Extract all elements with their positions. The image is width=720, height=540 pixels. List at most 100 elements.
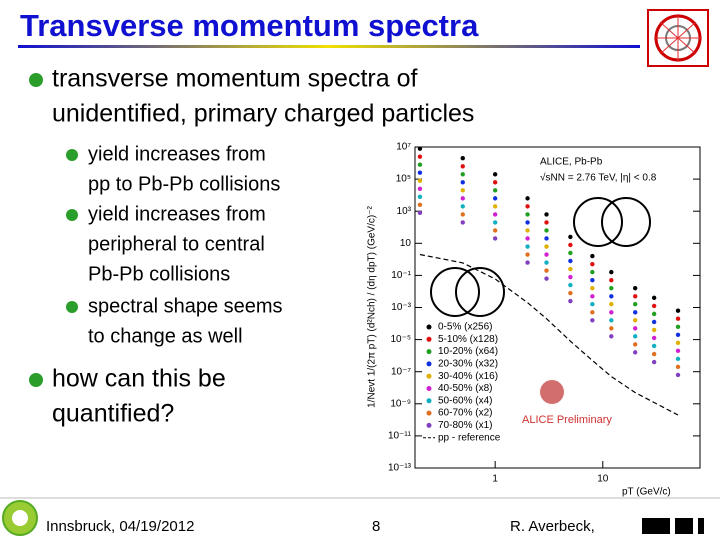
bullet-text: how can this be [52,365,226,393]
data-point [568,242,573,248]
data-point [525,204,530,209]
data-point [492,220,498,225]
data-point [568,282,573,288]
reference-line [419,253,679,416]
alice-event-logo [647,9,709,67]
data-point [417,154,423,159]
data-point [460,220,465,225]
x-axis-label: pT (GeV/c) [622,487,671,498]
data-point [460,196,465,201]
legend-swatch [426,398,432,404]
data-point [544,244,549,249]
legend-swatch [426,410,432,416]
data-point [525,236,530,241]
data-point [492,188,498,193]
data-point [609,269,614,275]
data-point [568,234,573,240]
bullet-dot [66,209,78,221]
data-point [675,316,681,321]
data-point [651,335,657,341]
data-point [417,170,423,175]
nucleus [601,197,651,247]
data-point [675,332,681,337]
bullet-text: quantified? [52,400,174,428]
data-point [417,194,423,199]
y-axis-label: 1/Nevt 1/(2π pT) (d²Nch) / (dη dpT) (GeV… [367,206,378,408]
legend-swatch [426,386,432,391]
data-point [460,188,465,193]
page-number: 8 [372,518,380,535]
data-point [525,252,530,257]
data-point [492,228,498,233]
data-point [492,204,498,209]
legend-label: 70-80% (x1) [438,420,492,431]
data-point [675,348,681,354]
data-point [544,228,549,233]
data-point [590,278,595,283]
data-point [568,266,573,272]
data-point [525,260,530,265]
data-point [544,252,549,257]
y-tick-label: 10⁷ [396,142,411,153]
data-point [417,186,423,191]
data-point [632,310,638,315]
legend-label: 60-70% (x2) [438,408,492,419]
data-point [525,212,530,217]
data-point [492,212,498,217]
data-point [632,318,638,323]
data-point [460,164,465,169]
data-point [590,285,595,291]
data-point [609,278,614,283]
data-point [460,156,465,161]
data-point [525,220,530,225]
legend-label: 40-50% (x8) [438,383,492,394]
data-point [675,324,681,329]
data-point [568,250,573,256]
nucleus [573,197,623,247]
data-point [609,294,614,299]
bullet-text: pp to Pb-Pb collisions [88,173,280,195]
legend-swatch [426,373,432,379]
legend-label: 0-5% (x256) [438,322,492,333]
data-point [632,302,638,307]
data-point [632,294,638,299]
bullet-dot [29,373,43,387]
data-point [675,308,681,313]
y-tick-label: 10⁻⁵ [390,334,411,345]
data-point [609,302,614,307]
legend-swatch [426,336,432,342]
data-point [675,356,681,362]
data-point [651,303,657,309]
data-point [525,244,530,249]
y-tick-label: 10⁵ [396,174,411,185]
legend-swatch [426,422,432,428]
annotation: ALICE Preliminary [522,414,612,426]
data-point [632,342,638,347]
bullet-dot [66,301,78,313]
y-tick-label: 10⁻¹¹ [388,431,412,442]
data-point [460,212,465,217]
data-point [417,162,423,167]
data-point [492,180,498,185]
data-point [492,172,498,177]
x-tick-label: 10 [597,474,609,485]
y-tick-label: 10⁻¹³ [388,463,412,474]
data-point [544,236,549,241]
bullet-text: to change as well [88,325,243,347]
y-tick-label: 10 [400,238,412,249]
bullet-text: Pb-Pb collisions [88,263,230,285]
data-point [568,274,573,280]
data-point [525,228,530,233]
bullet-dot [66,149,78,161]
data-point [460,204,465,209]
data-point [632,350,638,355]
legend-swatch [426,324,432,330]
data-point [651,319,657,325]
data-point [544,260,549,265]
data-point [609,326,614,331]
legend-label: pp - reference [438,432,501,443]
y-tick-label: 10⁻¹ [391,270,411,281]
footer-logo-left [2,500,38,536]
data-point [609,285,614,291]
